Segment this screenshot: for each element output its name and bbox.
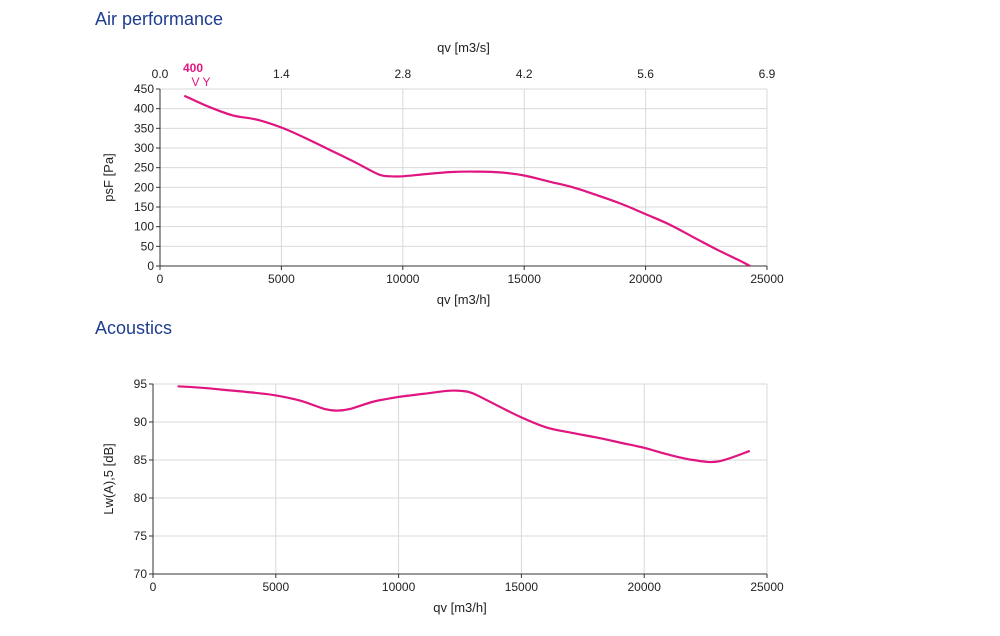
acoustics-y-tick-label: 75 <box>134 529 148 543</box>
air-x2-tick-label: 5.6 <box>637 67 654 81</box>
air-y-tick-label: 200 <box>134 180 154 194</box>
air-y-tick-label: 300 <box>134 141 154 155</box>
acoustics-x-tick-label: 15000 <box>505 580 539 594</box>
air-y-tick-label: 400 <box>134 102 154 116</box>
acoustics-title: Acoustics <box>95 318 173 338</box>
air-y-tick-label: 100 <box>134 220 154 234</box>
air-y-axis-label: psF [Pa] <box>101 153 116 201</box>
air-x2-tick-label: 1.4 <box>273 67 290 81</box>
air-x2-axis-label: qv [m3/s] <box>437 40 490 55</box>
acoustics-x-tick-label: 20000 <box>628 580 662 594</box>
air-performance-title: Air performance <box>95 9 224 29</box>
air-x-tick-label: 25000 <box>750 272 784 286</box>
air-x2-tick-label: 6.9 <box>759 67 776 81</box>
acoustics-y-tick-label: 80 <box>134 491 148 505</box>
acoustics-y-tick-label: 85 <box>134 453 148 467</box>
acoustics-x-tick-label: 25000 <box>750 580 784 594</box>
air-y-tick-label: 250 <box>134 161 154 175</box>
air-x2-tick-label: 2.8 <box>394 67 411 81</box>
air-curve-line <box>183 94 751 267</box>
air-y-tick-label: 150 <box>134 200 154 214</box>
air-y-tick-label: 450 <box>134 82 154 96</box>
air-x-tick-label: 0 <box>157 272 164 286</box>
air-x-tick-label: 5000 <box>268 272 295 286</box>
air-x-axis-label: qv [m3/h] <box>437 292 490 307</box>
acoustics-x-tick-label: 10000 <box>382 580 416 594</box>
air-x-tick-label: 10000 <box>386 272 420 286</box>
air-curve-label-code: V Y <box>191 75 210 89</box>
acoustics-y-tick-label: 70 <box>134 567 148 581</box>
acoustics-y-axis-label: Lw(A),5 [dB] <box>101 443 116 515</box>
acoustics-x-axis-label: qv [m3/h] <box>433 600 486 615</box>
air-y-tick-label: 50 <box>141 239 155 253</box>
air-y-tick-label: 0 <box>147 259 154 273</box>
air-x2-tick-label: 4.2 <box>516 67 533 81</box>
acoustics-curve-line <box>177 385 751 464</box>
air-x2-tick-label: 0.0 <box>152 67 169 81</box>
air-x-tick-label: 15000 <box>508 272 542 286</box>
acoustics-y-tick-label: 95 <box>134 377 148 391</box>
air-y-tick-label: 350 <box>134 121 154 135</box>
air-curve-label-size: 400 <box>183 61 203 75</box>
acoustics-x-tick-label: 5000 <box>262 580 289 594</box>
air-x-tick-label: 20000 <box>629 272 663 286</box>
acoustics-x-tick-label: 0 <box>150 580 157 594</box>
acoustics-y-tick-label: 90 <box>134 415 148 429</box>
